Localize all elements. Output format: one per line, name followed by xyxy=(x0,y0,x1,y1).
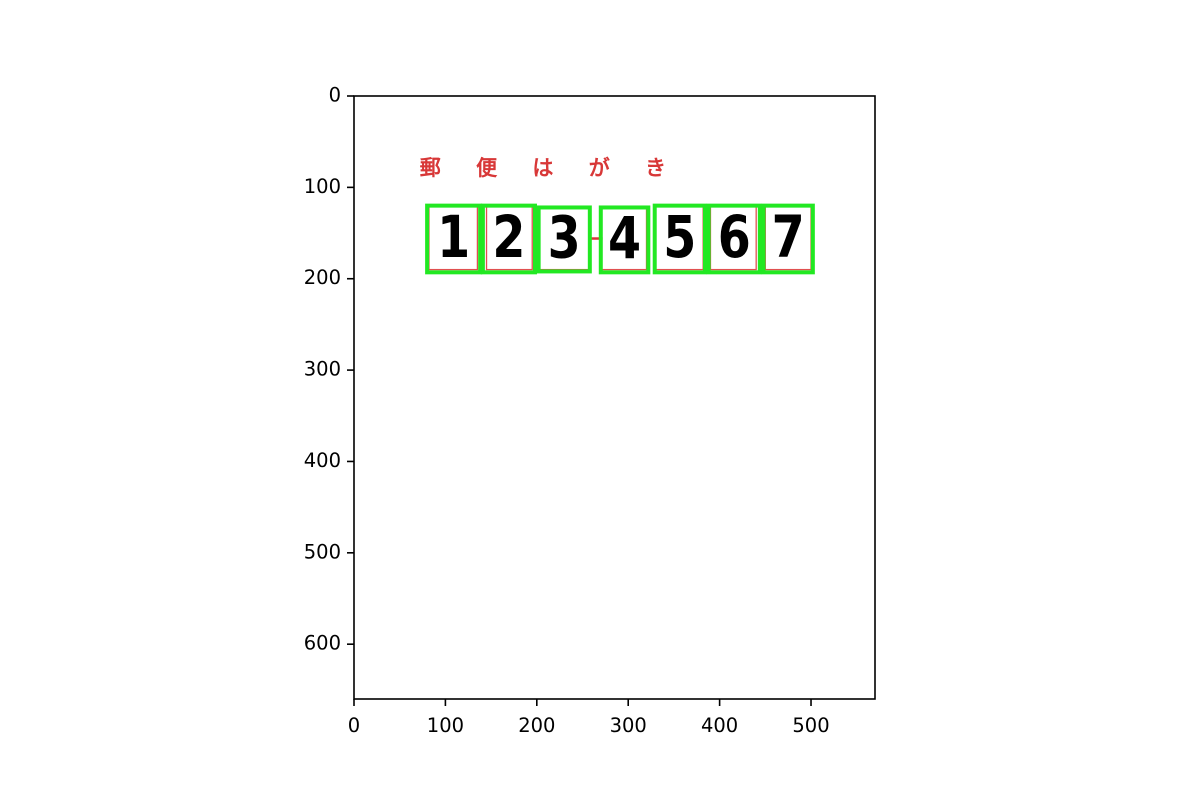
axes-frame xyxy=(353,95,876,700)
digit-3: 3 xyxy=(548,204,581,272)
detection-box-7 xyxy=(761,203,815,275)
y-tick-label-100: 100 xyxy=(304,175,341,198)
x-tick-label-200: 200 xyxy=(518,714,555,737)
detection-box-1 xyxy=(425,203,483,275)
digit-4: 4 xyxy=(608,204,641,272)
y-tick-label-600: 600 xyxy=(304,632,341,655)
digit-2: 2 xyxy=(492,203,525,271)
axes: 0 100 200 300 400 500 0 100 200 300 400 500 600 xyxy=(304,84,876,737)
x-tick-label-400: 400 xyxy=(701,714,738,737)
detection-box-4 xyxy=(598,205,651,275)
header-text: 郵 便 は が き xyxy=(420,156,680,180)
detection-box-3 xyxy=(536,205,592,274)
detection-box-2 xyxy=(480,203,537,275)
y-tick-label-0: 0 xyxy=(329,84,341,107)
x-tick-label-500: 500 xyxy=(792,714,829,737)
y-tick-label-500: 500 xyxy=(304,540,341,563)
detection-box-6 xyxy=(706,203,762,275)
y-tick-label-300: 300 xyxy=(304,358,341,381)
y-tick-label-400: 400 xyxy=(304,449,341,472)
image-content: 郵 便 は が き 1 2 3 4 5 6 7 xyxy=(354,96,875,699)
x-tick-label-100: 100 xyxy=(427,714,464,737)
x-tick-label-0: 0 xyxy=(348,714,360,737)
detection-box-5 xyxy=(652,203,707,275)
y-tick-label-200: 200 xyxy=(304,266,341,289)
image-background xyxy=(354,96,875,699)
x-tick-label-300: 300 xyxy=(610,714,647,737)
digit-6: 6 xyxy=(718,203,751,271)
digit-7: 7 xyxy=(772,203,805,271)
digit-1: 1 xyxy=(437,203,470,271)
digit-5: 5 xyxy=(663,203,696,271)
